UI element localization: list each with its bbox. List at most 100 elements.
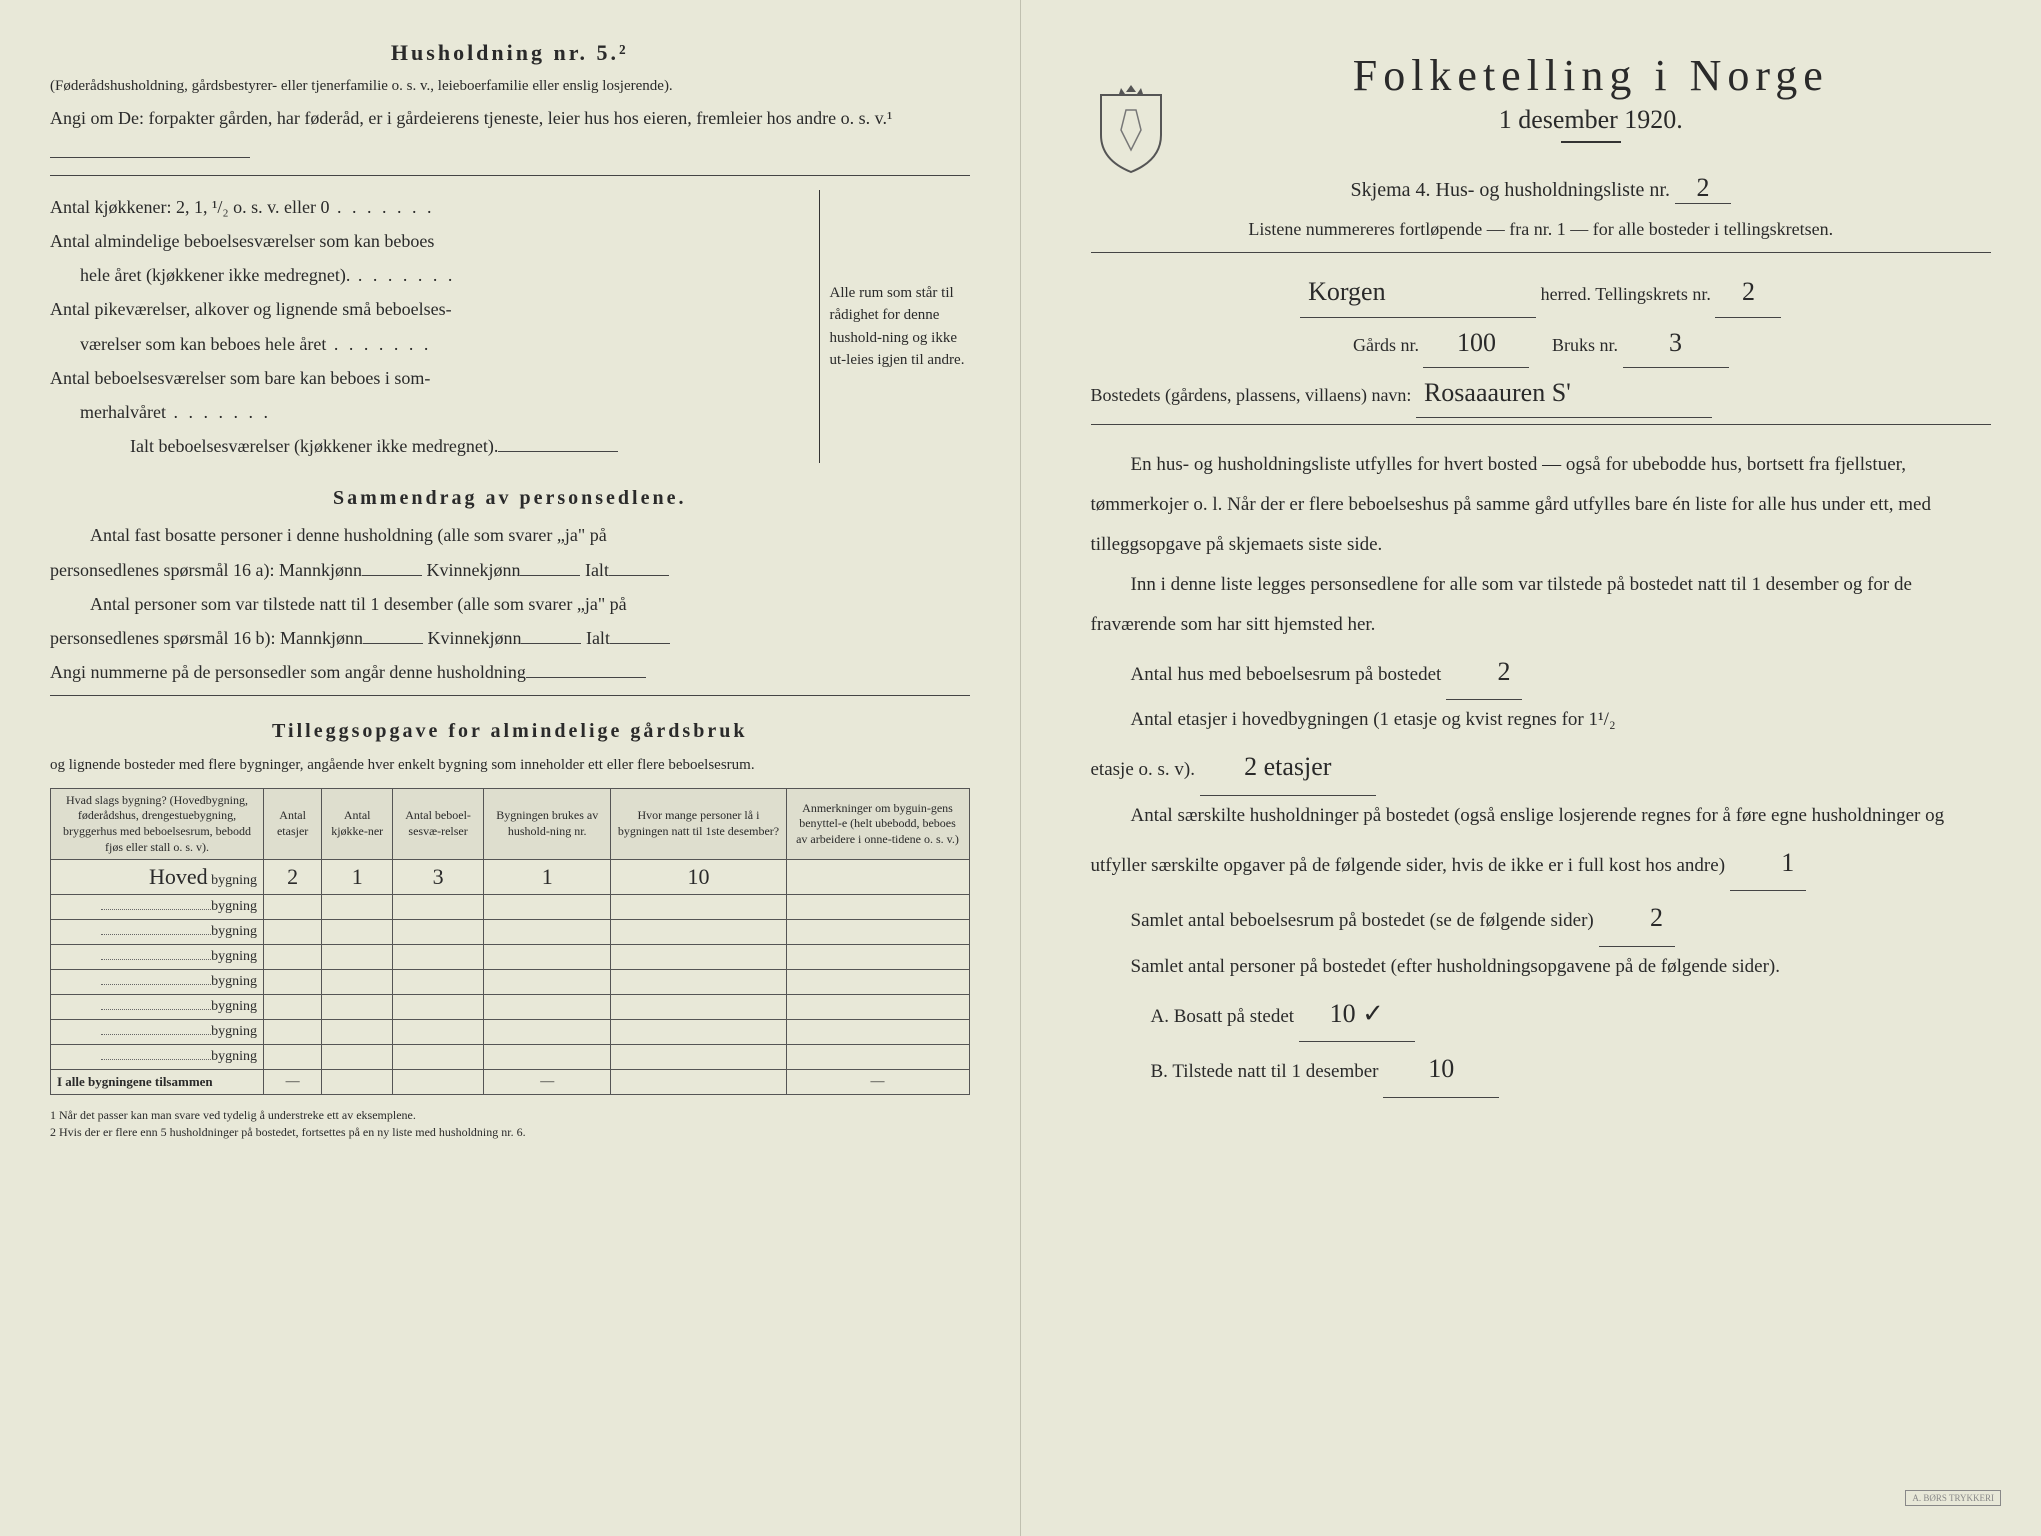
q-ialt: Ialt beboelsesværelser (kjøkkener ikke m…	[50, 429, 809, 463]
th-2: Antal kjøkke-ner	[322, 788, 393, 859]
th-5: Hvor mange personer lå i bygningen natt …	[611, 788, 786, 859]
footnote-1: 1 Når det passer kan man svare ved tydel…	[50, 1107, 970, 1124]
row3-label: bygning	[51, 920, 264, 945]
bruks-label: Bruks nr.	[1552, 335, 1618, 355]
room-questions-block: Antal kjøkkener: 2, 1, ¹/₂ o. s. v. elle…	[50, 190, 970, 464]
right-page: Folketelling i Norge 1 desember 1920. Sk…	[1021, 0, 2041, 1536]
divider	[50, 175, 970, 176]
q3-value: 1	[1730, 836, 1806, 892]
s-line-1b-text: personsedlenes spørsmål 16 a): Mannkjønn	[50, 560, 362, 580]
blank-ialt-1	[609, 575, 669, 576]
gards-nr: 100	[1423, 318, 1529, 368]
total-dash-2: —	[484, 1070, 611, 1095]
table-row: bygning	[51, 945, 970, 970]
q-ialt-blank	[498, 451, 618, 452]
room-questions-left: Antal kjøkkener: 2, 1, ¹/₂ o. s. v. elle…	[50, 190, 809, 464]
q2-line-2: etasje o. s. v). 2 etasjer	[1091, 740, 1992, 796]
q4-label: Samlet antal beboelsesrum på bostedet (s…	[1131, 910, 1594, 931]
table-header-row: Hvad slags bygning? (Hovedbygning, føder…	[51, 788, 970, 859]
q-sommer-2: merhalvåret	[50, 395, 809, 429]
footnotes: 1 Når det passer kan man svare ved tydel…	[50, 1107, 970, 1141]
s-line-1b: personsedlenes spørsmål 16 a): Mannkjønn…	[50, 553, 970, 587]
s-line-2b-text: personsedlenes spørsmål 16 b): Mannkjønn	[50, 628, 363, 648]
row4-label: bygning	[51, 945, 264, 970]
printer-stamp: A. BØRS TRYKKERI	[1905, 1490, 2001, 1506]
footnote-2: 2 Hvis der er flere enn 5 husholdninger …	[50, 1124, 970, 1141]
s-kvinne-1: Kvinnekjønn	[426, 560, 520, 580]
skjema-pre: Skjema 4. Hus- og husholdningsliste nr.	[1351, 179, 1670, 201]
row4-suffix: bygning	[211, 949, 257, 964]
intro-blank	[50, 157, 250, 158]
row5-blank	[101, 984, 211, 985]
s-line-2a: Antal personer som var tilstede natt til…	[50, 587, 970, 621]
s-kvinne-2: Kvinnekjønn	[427, 628, 521, 648]
th-6: Anmerkninger om byguin-gens benyttel-e (…	[786, 788, 969, 859]
row5-label: bygning	[51, 970, 264, 995]
q3-line: Antal særskilte husholdninger på bostede…	[1091, 796, 1992, 891]
row1-label: Hoved bygning	[51, 860, 264, 895]
q2-value: 2 etasjer	[1200, 740, 1376, 796]
s-ialt-2: Ialt	[586, 628, 610, 648]
q1-label: Antal hus med beboelsesrum på bostedet	[1131, 664, 1442, 685]
q-pike-1: Antal pikeværelser, alkover og lignende …	[50, 292, 809, 326]
herred-value: Korgen	[1300, 267, 1536, 317]
row1-prefix-hand: Hoved	[149, 864, 208, 889]
th-3: Antal beboel-sesvæ-relser	[393, 788, 484, 859]
krets-nr: 2	[1715, 267, 1781, 317]
row7-label: bygning	[51, 1020, 264, 1045]
buildings-table: Hvad slags bygning? (Hovedbygning, føder…	[50, 788, 970, 1095]
q4-line: Samlet antal beboelsesrum på bostedet (s…	[1091, 891, 1992, 947]
herred-line: Korgen herred. Tellingskrets nr. 2	[1091, 267, 1992, 317]
row1-kjokkener: 1	[322, 860, 393, 895]
s-line-2b: personsedlenes spørsmål 16 b): Mannkjønn…	[50, 621, 970, 655]
bosted-value: Rosaaauren S'	[1416, 368, 1712, 418]
table-row: bygning	[51, 995, 970, 1020]
divider-r1	[1091, 252, 1992, 253]
q4-value: 2	[1599, 891, 1675, 947]
herred-label: herred. Tellingskrets nr.	[1541, 284, 1711, 304]
title-block: Folketelling i Norge 1 desember 1920.	[1191, 50, 1992, 143]
intro-2-text: Angi om De: forpakter gården, har føderå…	[50, 108, 892, 128]
q2-label-2: etasje o. s. v).	[1091, 759, 1195, 780]
blank-mann-2	[363, 643, 423, 644]
row6-label: bygning	[51, 995, 264, 1020]
q3-para: Antal særskilte husholdninger på bostede…	[1091, 805, 1945, 876]
divider-2	[50, 695, 970, 696]
blank-nummer	[526, 677, 646, 678]
total-dash-3: —	[786, 1070, 969, 1095]
q1-value: 2	[1446, 645, 1522, 701]
row8-blank	[101, 1059, 211, 1060]
row1-anm	[786, 860, 969, 895]
q-ialt-text: Ialt beboelsesværelser (kjøkkener ikke m…	[130, 436, 498, 456]
row8-label: bygning	[51, 1045, 264, 1070]
blank-kvinne-1	[520, 575, 580, 576]
total-label: I alle bygningene tilsammen	[51, 1070, 264, 1095]
table-row: bygning	[51, 920, 970, 945]
blank-mann-1	[362, 575, 422, 576]
q-pike-2: værelser som kan beboes hele året	[50, 327, 809, 361]
blank-ialt-2	[610, 643, 670, 644]
gards-line: Gårds nr. 100 Bruks nr. 3	[1091, 318, 1992, 368]
s-line-3: Angi nummerne på de personsedler som ang…	[50, 655, 970, 689]
intro-1: (Føderådshusholdning, gårdsbestyrer- ell…	[50, 72, 970, 101]
gards-label: Gårds nr.	[1353, 335, 1419, 355]
table-row: bygning	[51, 1045, 970, 1070]
s-line-1a: Antal fast bosatte personer i denne hush…	[50, 518, 970, 552]
brace-note: Alle rum som står til rådighet for denne…	[819, 190, 970, 464]
row1-beboelse: 3	[393, 860, 484, 895]
row1-suffix: bygning	[211, 873, 257, 888]
s-ialt-1: Ialt	[585, 560, 609, 580]
qA-value: 10 ✓	[1299, 987, 1415, 1043]
row2-label: bygning	[51, 895, 264, 920]
row3-suffix: bygning	[211, 924, 257, 939]
table-row: bygning	[51, 1020, 970, 1045]
row6-blank	[101, 1009, 211, 1010]
skjema-line: Skjema 4. Hus- og husholdningsliste nr. …	[1091, 173, 1992, 204]
row6-suffix: bygning	[211, 999, 257, 1014]
bosted-label: Bostedets (gårdens, plassens, villaens) …	[1091, 385, 1412, 405]
row3-blank	[101, 934, 211, 935]
coat-of-arms-icon	[1091, 80, 1171, 175]
blank-kvinne-2	[521, 643, 581, 644]
table-row: bygning	[51, 970, 970, 995]
th-4: Bygningen brukes av hushold-ning nr.	[484, 788, 611, 859]
